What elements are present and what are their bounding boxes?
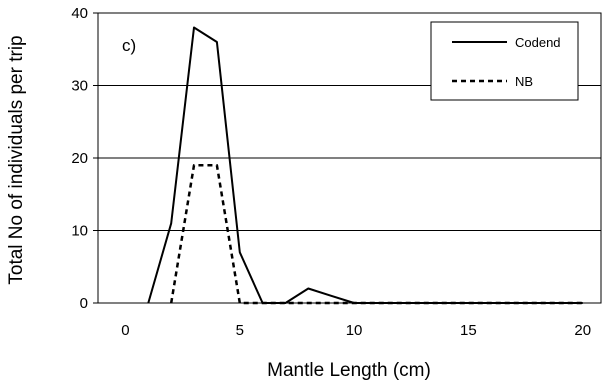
series-line-nb [169, 164, 583, 305]
x-tick-label: 0 [121, 322, 129, 339]
panel-label: c) [122, 36, 136, 55]
y-axis-label: Total No of individuals per trip [6, 35, 27, 284]
y-tick-label: 10 [71, 223, 88, 240]
axis-ticks: 0 10 20 30 40 0 5 10 15 20 [71, 5, 591, 339]
series-lines [147, 26, 583, 305]
y-tick-label: 30 [71, 78, 88, 95]
y-tick-label: 20 [71, 150, 88, 167]
x-tick-label: 15 [460, 322, 477, 339]
legend-label-codend: Codend [515, 35, 561, 50]
legend-box [430, 21, 579, 101]
x-tick-label: 5 [236, 322, 244, 339]
y-tick-label: 0 [80, 295, 88, 312]
legend: Codend NB [430, 21, 579, 101]
y-tick-label: 40 [71, 5, 88, 22]
x-tick-label: 20 [574, 322, 591, 339]
x-tick-label: 10 [346, 322, 363, 339]
legend-label-nb: NB [515, 74, 533, 89]
x-axis-label: Mantle Length (cm) [267, 360, 431, 381]
